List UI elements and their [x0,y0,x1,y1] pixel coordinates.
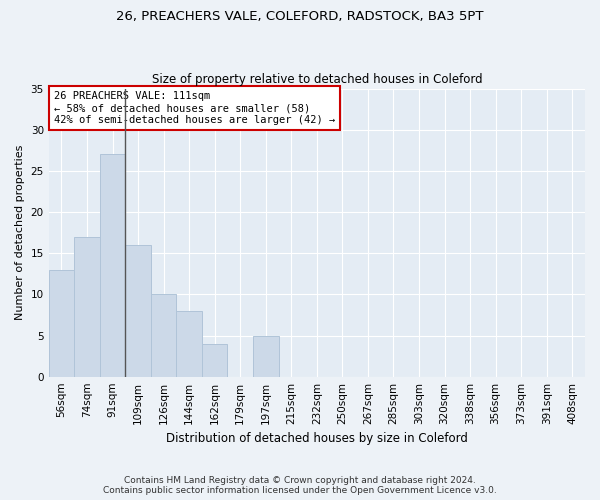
Bar [253,336,278,376]
Bar [151,294,176,376]
Bar [74,236,100,376]
Text: Contains HM Land Registry data © Crown copyright and database right 2024.
Contai: Contains HM Land Registry data © Crown c… [103,476,497,495]
Bar [202,344,227,376]
X-axis label: Distribution of detached houses by size in Coleford: Distribution of detached houses by size … [166,432,468,445]
Bar [100,154,125,376]
Text: 26 PREACHERS VALE: 111sqm
← 58% of detached houses are smaller (58)
42% of semi-: 26 PREACHERS VALE: 111sqm ← 58% of detac… [54,92,335,124]
Text: 26, PREACHERS VALE, COLEFORD, RADSTOCK, BA3 5PT: 26, PREACHERS VALE, COLEFORD, RADSTOCK, … [116,10,484,23]
Bar [176,311,202,376]
Bar [49,270,74,376]
Bar [125,245,151,376]
Title: Size of property relative to detached houses in Coleford: Size of property relative to detached ho… [152,73,482,86]
Y-axis label: Number of detached properties: Number of detached properties [15,145,25,320]
